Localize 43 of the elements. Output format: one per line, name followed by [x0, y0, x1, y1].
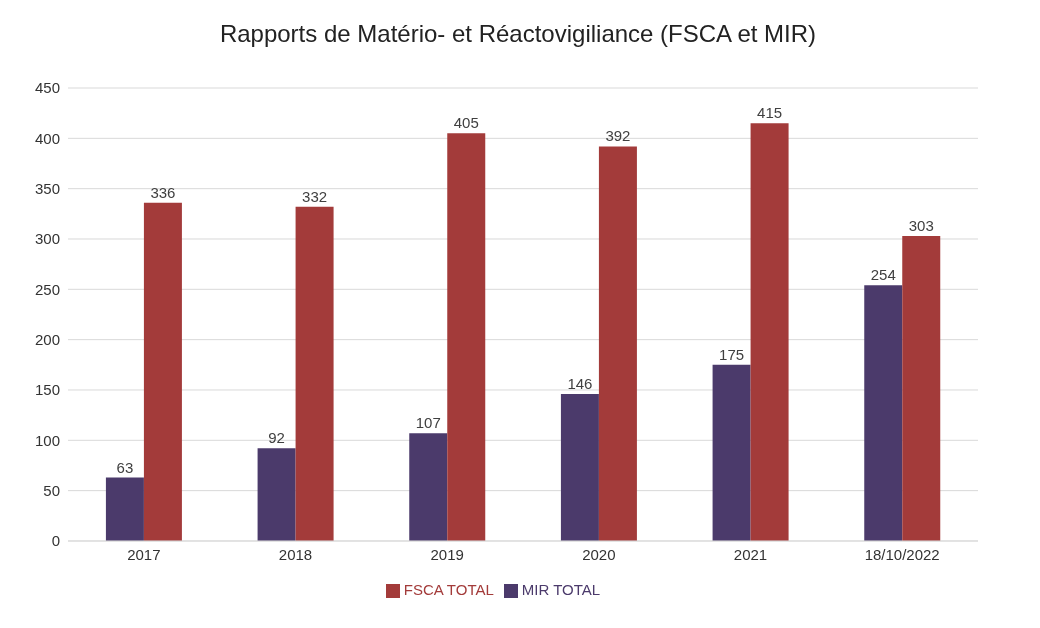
- legend-label: FSCA TOTAL: [403, 580, 494, 598]
- chart-title: Rapports de Matério- et Réactovigiliance (FSCA et MIR): [218, 20, 818, 48]
- bar: [447, 133, 486, 541]
- x-tick-label: 2021: [733, 545, 768, 563]
- y-tick-label: 350: [34, 179, 60, 197]
- y-tick-label: 450: [34, 79, 60, 97]
- y-tick-label: 200: [34, 330, 60, 348]
- data-label: 254: [870, 266, 896, 284]
- bar: [105, 477, 144, 541]
- y-tick-label: 100: [34, 431, 60, 449]
- y-tick-label: 300: [34, 230, 60, 248]
- data-label: 336: [150, 183, 176, 201]
- bar: [295, 206, 334, 541]
- bar: [143, 202, 182, 541]
- y-tick-label: 0: [51, 532, 60, 550]
- data-label: 107: [415, 414, 441, 432]
- x-tick-label: 2018: [278, 545, 313, 563]
- x-tick-label: 2020: [582, 545, 616, 563]
- bar: [409, 433, 448, 541]
- bar: [712, 364, 751, 541]
- y-tick-label: 150: [34, 381, 60, 399]
- y-tick-label: 50: [43, 481, 60, 499]
- y-tick-label: 250: [34, 280, 60, 298]
- bar: [598, 146, 637, 541]
- x-tick-label: 18/10/2022: [864, 545, 940, 563]
- data-label: 332: [302, 187, 328, 205]
- data-label: 392: [605, 127, 631, 145]
- data-label: 63: [116, 458, 134, 476]
- data-label: 146: [567, 375, 593, 393]
- bar: [902, 235, 941, 541]
- bar: [864, 285, 903, 541]
- x-tick-label: 2019: [430, 545, 464, 563]
- bar: [560, 394, 599, 541]
- data-label: 415: [757, 104, 783, 122]
- data-label: 303: [908, 216, 934, 234]
- y-tick-label: 400: [34, 129, 60, 147]
- data-label: 175: [719, 345, 745, 363]
- bar: [750, 123, 789, 541]
- data-label: 92: [268, 429, 285, 447]
- legend-label: MIR TOTAL: [521, 580, 601, 598]
- x-tick-label: 2017: [127, 545, 161, 563]
- bar: [257, 448, 296, 541]
- data-label: 405: [453, 114, 479, 132]
